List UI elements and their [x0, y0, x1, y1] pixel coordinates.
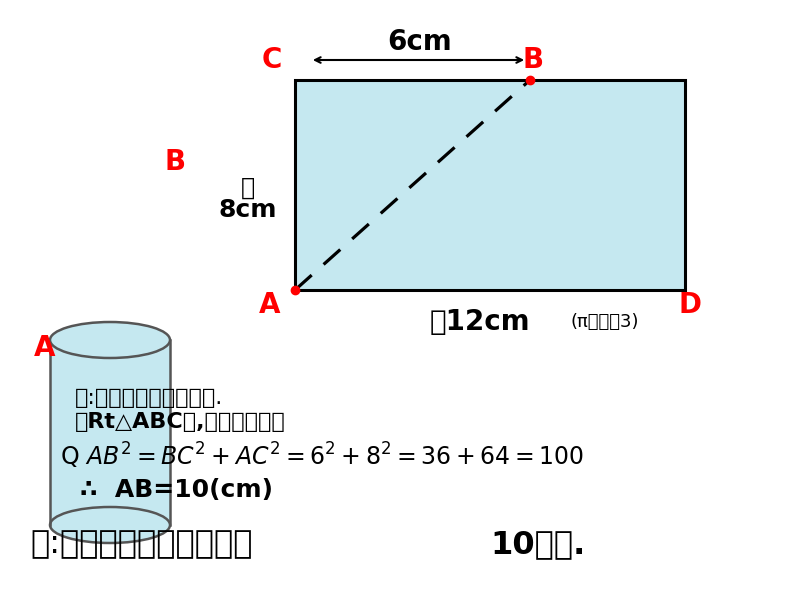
Ellipse shape — [50, 507, 170, 543]
Polygon shape — [50, 340, 170, 525]
Text: 在Rt△ABC中,根据勾股定理: 在Rt△ABC中,根据勾股定理 — [75, 412, 286, 432]
Text: (π的值取3): (π的值取3) — [570, 313, 638, 331]
Text: 8cm: 8cm — [219, 198, 277, 222]
Ellipse shape — [50, 322, 170, 358]
Text: 10厘米.: 10厘米. — [490, 529, 585, 560]
Text: B: B — [522, 46, 544, 74]
Text: 解:将圆柱如图侧面展开.: 解:将圆柱如图侧面展开. — [75, 388, 223, 408]
Text: A: A — [260, 291, 281, 319]
Text: Q $AB^2=BC^2+AC^2=6^2+8^2=36+64=100$: Q $AB^2=BC^2+AC^2=6^2+8^2=36+64=100$ — [60, 441, 584, 471]
Text: A: A — [34, 334, 56, 362]
Text: B: B — [164, 148, 186, 176]
Polygon shape — [295, 80, 685, 290]
Text: 6cm: 6cm — [387, 28, 453, 56]
Text: C: C — [262, 46, 282, 74]
Text: D: D — [679, 291, 702, 319]
Text: ∴  AB=10(cm): ∴ AB=10(cm) — [80, 478, 273, 502]
Text: 高: 高 — [241, 176, 255, 200]
Text: 长12cm: 长12cm — [430, 308, 530, 336]
Text: 答:蚂蚁爬行的最短路程是: 答:蚂蚁爬行的最短路程是 — [30, 529, 252, 560]
